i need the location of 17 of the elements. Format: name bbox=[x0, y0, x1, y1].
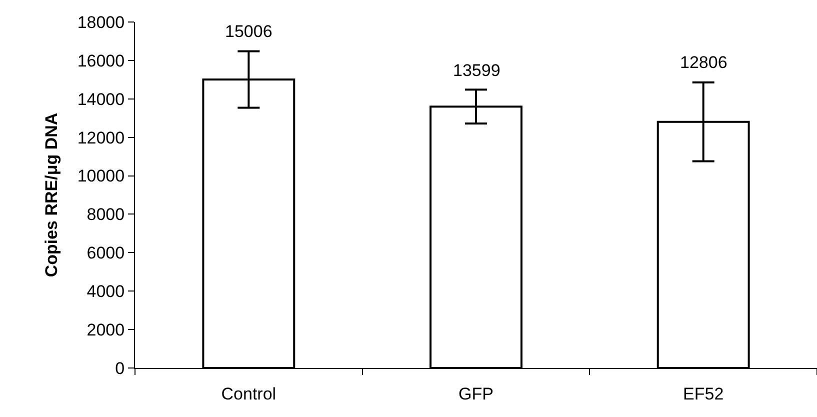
x-tick-label: Control bbox=[221, 384, 276, 404]
y-tick-label: 16000 bbox=[77, 51, 125, 70]
y-tick-label: 8000 bbox=[86, 205, 125, 224]
y-tick-label: 18000 bbox=[77, 12, 125, 32]
y-tick-label: 4000 bbox=[86, 282, 125, 302]
data-label: 15006 bbox=[225, 22, 272, 41]
y-tick-label: 2000 bbox=[86, 320, 125, 340]
data-label: 13599 bbox=[453, 61, 500, 80]
y-tick-label: 10000 bbox=[77, 166, 125, 186]
x-tick-label: EF52 bbox=[683, 384, 724, 404]
y-tick-label: 12000 bbox=[77, 128, 125, 148]
y-tick-label: 6000 bbox=[86, 244, 125, 263]
data-label: 12806 bbox=[680, 53, 728, 72]
y-tick-label: 14000 bbox=[77, 90, 125, 109]
x-tick-label: GFP bbox=[458, 384, 494, 404]
y-axis-title: Copies RRE/μg DNA bbox=[42, 112, 61, 278]
y-tick-label: 0 bbox=[115, 358, 125, 378]
